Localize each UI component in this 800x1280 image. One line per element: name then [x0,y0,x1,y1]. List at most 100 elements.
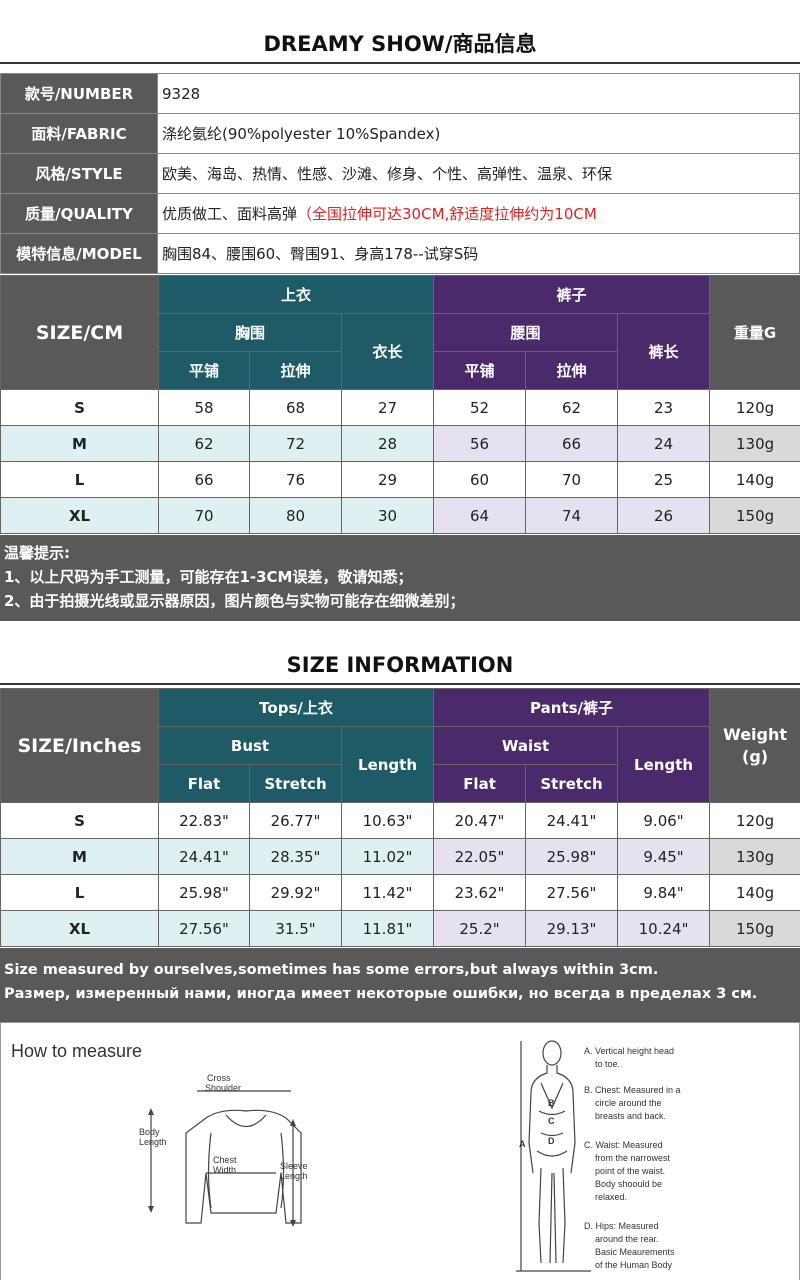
bust-header: Bust [158,726,342,765]
waist-flat-cell: 25.2" [433,910,527,947]
letter-c: C [548,1116,555,1126]
size-cell: XL [0,910,159,947]
waist-flat-cell: 64 [433,497,527,534]
weight-cell: 140g [709,461,800,498]
top-length-cell: 10.63" [340,802,435,839]
bust-flat-cell: 66 [158,461,250,498]
pants-length-header: Length [617,726,711,803]
weight-cell: 120g [709,389,800,426]
divider [0,62,800,64]
note-line: Размер, измеренный нами, иногда имеет не… [4,986,758,1002]
waist-stretch-cell: 74 [525,497,619,534]
weight-header: 重量G [709,275,800,390]
waist-stretch-cell: 66 [525,425,619,462]
waist-stretch-cell: 62 [525,389,619,426]
top-length-cell: 11.42" [340,874,435,911]
sleeve-length-label-2: Length [280,1171,308,1181]
weight-header-unit: (g) [742,746,769,766]
note-line: 温馨提示: [4,544,70,562]
waist-flat-cell: 52 [433,389,527,426]
tops-group-header: Tops/上衣 [157,688,435,727]
chest-width-label-2: Width [213,1165,236,1175]
waist-flat-cell: 22.05" [433,838,527,875]
table-row: M 24.41" 28.35" 11.02" 22.05" 25.98" 9.4… [0,838,800,875]
bust-header: 胸围 [158,313,342,352]
waist-stretch-cell: 27.56" [525,874,619,911]
top-length-header: Length [340,726,435,803]
measure-legend: A. Vertical height head to toe. B. Chest… [584,1046,681,1270]
product-info-table: 款号/NUMBER 9328 面料/FABRIC 涤纶氨纶(90%polyest… [0,73,800,274]
quality-stretch-note: （全国拉伸可达30CM,舒适度拉伸约为10CM [297,205,597,223]
legend-line: Basic Meaurements [595,1247,675,1257]
info-value: 胸围84、腰围60、臀围91、身高178--试穿S码 [157,233,800,274]
waist-flat-cell: 23.62" [433,874,527,911]
info-value: 9328 [157,73,800,114]
table-row: XL 70 80 30 64 74 26 150g [0,497,800,534]
top-length-header: 衣长 [340,313,435,390]
waist-header: 腰围 [433,313,619,352]
waist-flat-header: Flat [433,764,527,803]
legend-line: D. Hips: Measured [584,1221,659,1231]
info-value: 欧美、海岛、热情、性感、沙滩、修身、个性、高弹性、温泉、环保 [157,153,800,194]
legend-line: from the narrowest [595,1153,671,1163]
letter-a: A [519,1139,526,1149]
note-line: 1、以上尺码为手工测量，可能存在1-3CM误差，敬请知悉； [4,568,413,586]
weight-cell: 130g [709,425,800,462]
sleeve-length-label-1: Sleeve [280,1161,308,1171]
top-length-cell: 11.81" [340,910,435,947]
quality-text: 优质做工、面料高弹 [162,205,298,223]
bust-flat-cell: 62 [158,425,250,462]
section2-title: SIZE INFORMATION [286,653,514,677]
letter-d: D [548,1136,555,1146]
how-to-measure-title: How to measure [11,1041,143,1061]
info-value: 涤纶氨纶(90%polyester 10%Spandex) [157,113,800,154]
size-cell: S [0,802,159,839]
info-key: 风格/STYLE [0,153,158,194]
info-key: 款号/NUMBER [0,73,158,114]
cross-shoulder-label-2: Shoulder [205,1083,241,1093]
size-cell: M [0,838,159,875]
bust-flat-cell: 22.83" [158,802,250,839]
section1-title: DREAMY SHOW/商品信息 [263,32,537,56]
pants-group-header: Pants/裤子 [433,688,711,727]
note-line: 2、由于拍摄光线或显示器原因，图片颜色与实物可能存在细微差别； [4,592,465,610]
info-key: 面料/FABRIC [0,113,158,154]
info-row: 模特信息/MODEL 胸围84、腰围60、臀围91、身高178--试穿S码 [0,233,800,274]
size-header: SIZE/CM [0,275,159,390]
weight-cell: 150g [709,497,800,534]
size-cell: M [0,425,159,462]
pants-length-cell: 9.45" [617,838,711,875]
weight-cell: 130g [709,838,800,875]
bust-stretch-cell: 29.92" [249,874,342,911]
waist-flat-cell: 60 [433,461,527,498]
info-row: 款号/NUMBER 9328 [0,73,800,114]
size-cell: L [0,461,159,498]
pants-length-cell: 23 [617,389,711,426]
pants-length-header: 裤长 [617,313,711,390]
pants-length-cell: 24 [617,425,711,462]
waist-flat-cell: 20.47" [433,802,527,839]
pants-length-cell: 10.24" [617,910,711,947]
bust-flat-header: 平铺 [158,351,250,390]
waist-flat-cell: 56 [433,425,527,462]
weight-cell: 150g [709,910,800,947]
legend-line: relaxed. [595,1192,627,1202]
bust-flat-cell: 25.98" [158,874,250,911]
top-length-cell: 29 [340,461,435,498]
top-length-cell: 28 [340,425,435,462]
bust-stretch-cell: 68 [249,389,342,426]
bust-stretch-cell: 80 [249,497,342,534]
legend-line: breasts and back. [595,1111,666,1121]
bust-stretch-header: Stretch [249,764,342,803]
notes-en-ru: Size measured by ourselves,sometimes has… [0,948,800,1022]
size-header: SIZE/Inches [0,688,159,803]
top-length-cell: 11.02" [340,838,435,875]
chest-width-label-1: Chest [213,1155,237,1165]
bust-stretch-cell: 28.35" [249,838,342,875]
size-cell: L [0,874,159,911]
info-row: 面料/FABRIC 涤纶氨纶(90%polyester 10%Spandex) [0,113,800,154]
legend-line: point of the waist. [595,1166,665,1176]
weight-cell: 120g [709,802,800,839]
pants-group-header: 裤子 [433,275,711,314]
waist-stretch-cell: 29.13" [525,910,619,947]
